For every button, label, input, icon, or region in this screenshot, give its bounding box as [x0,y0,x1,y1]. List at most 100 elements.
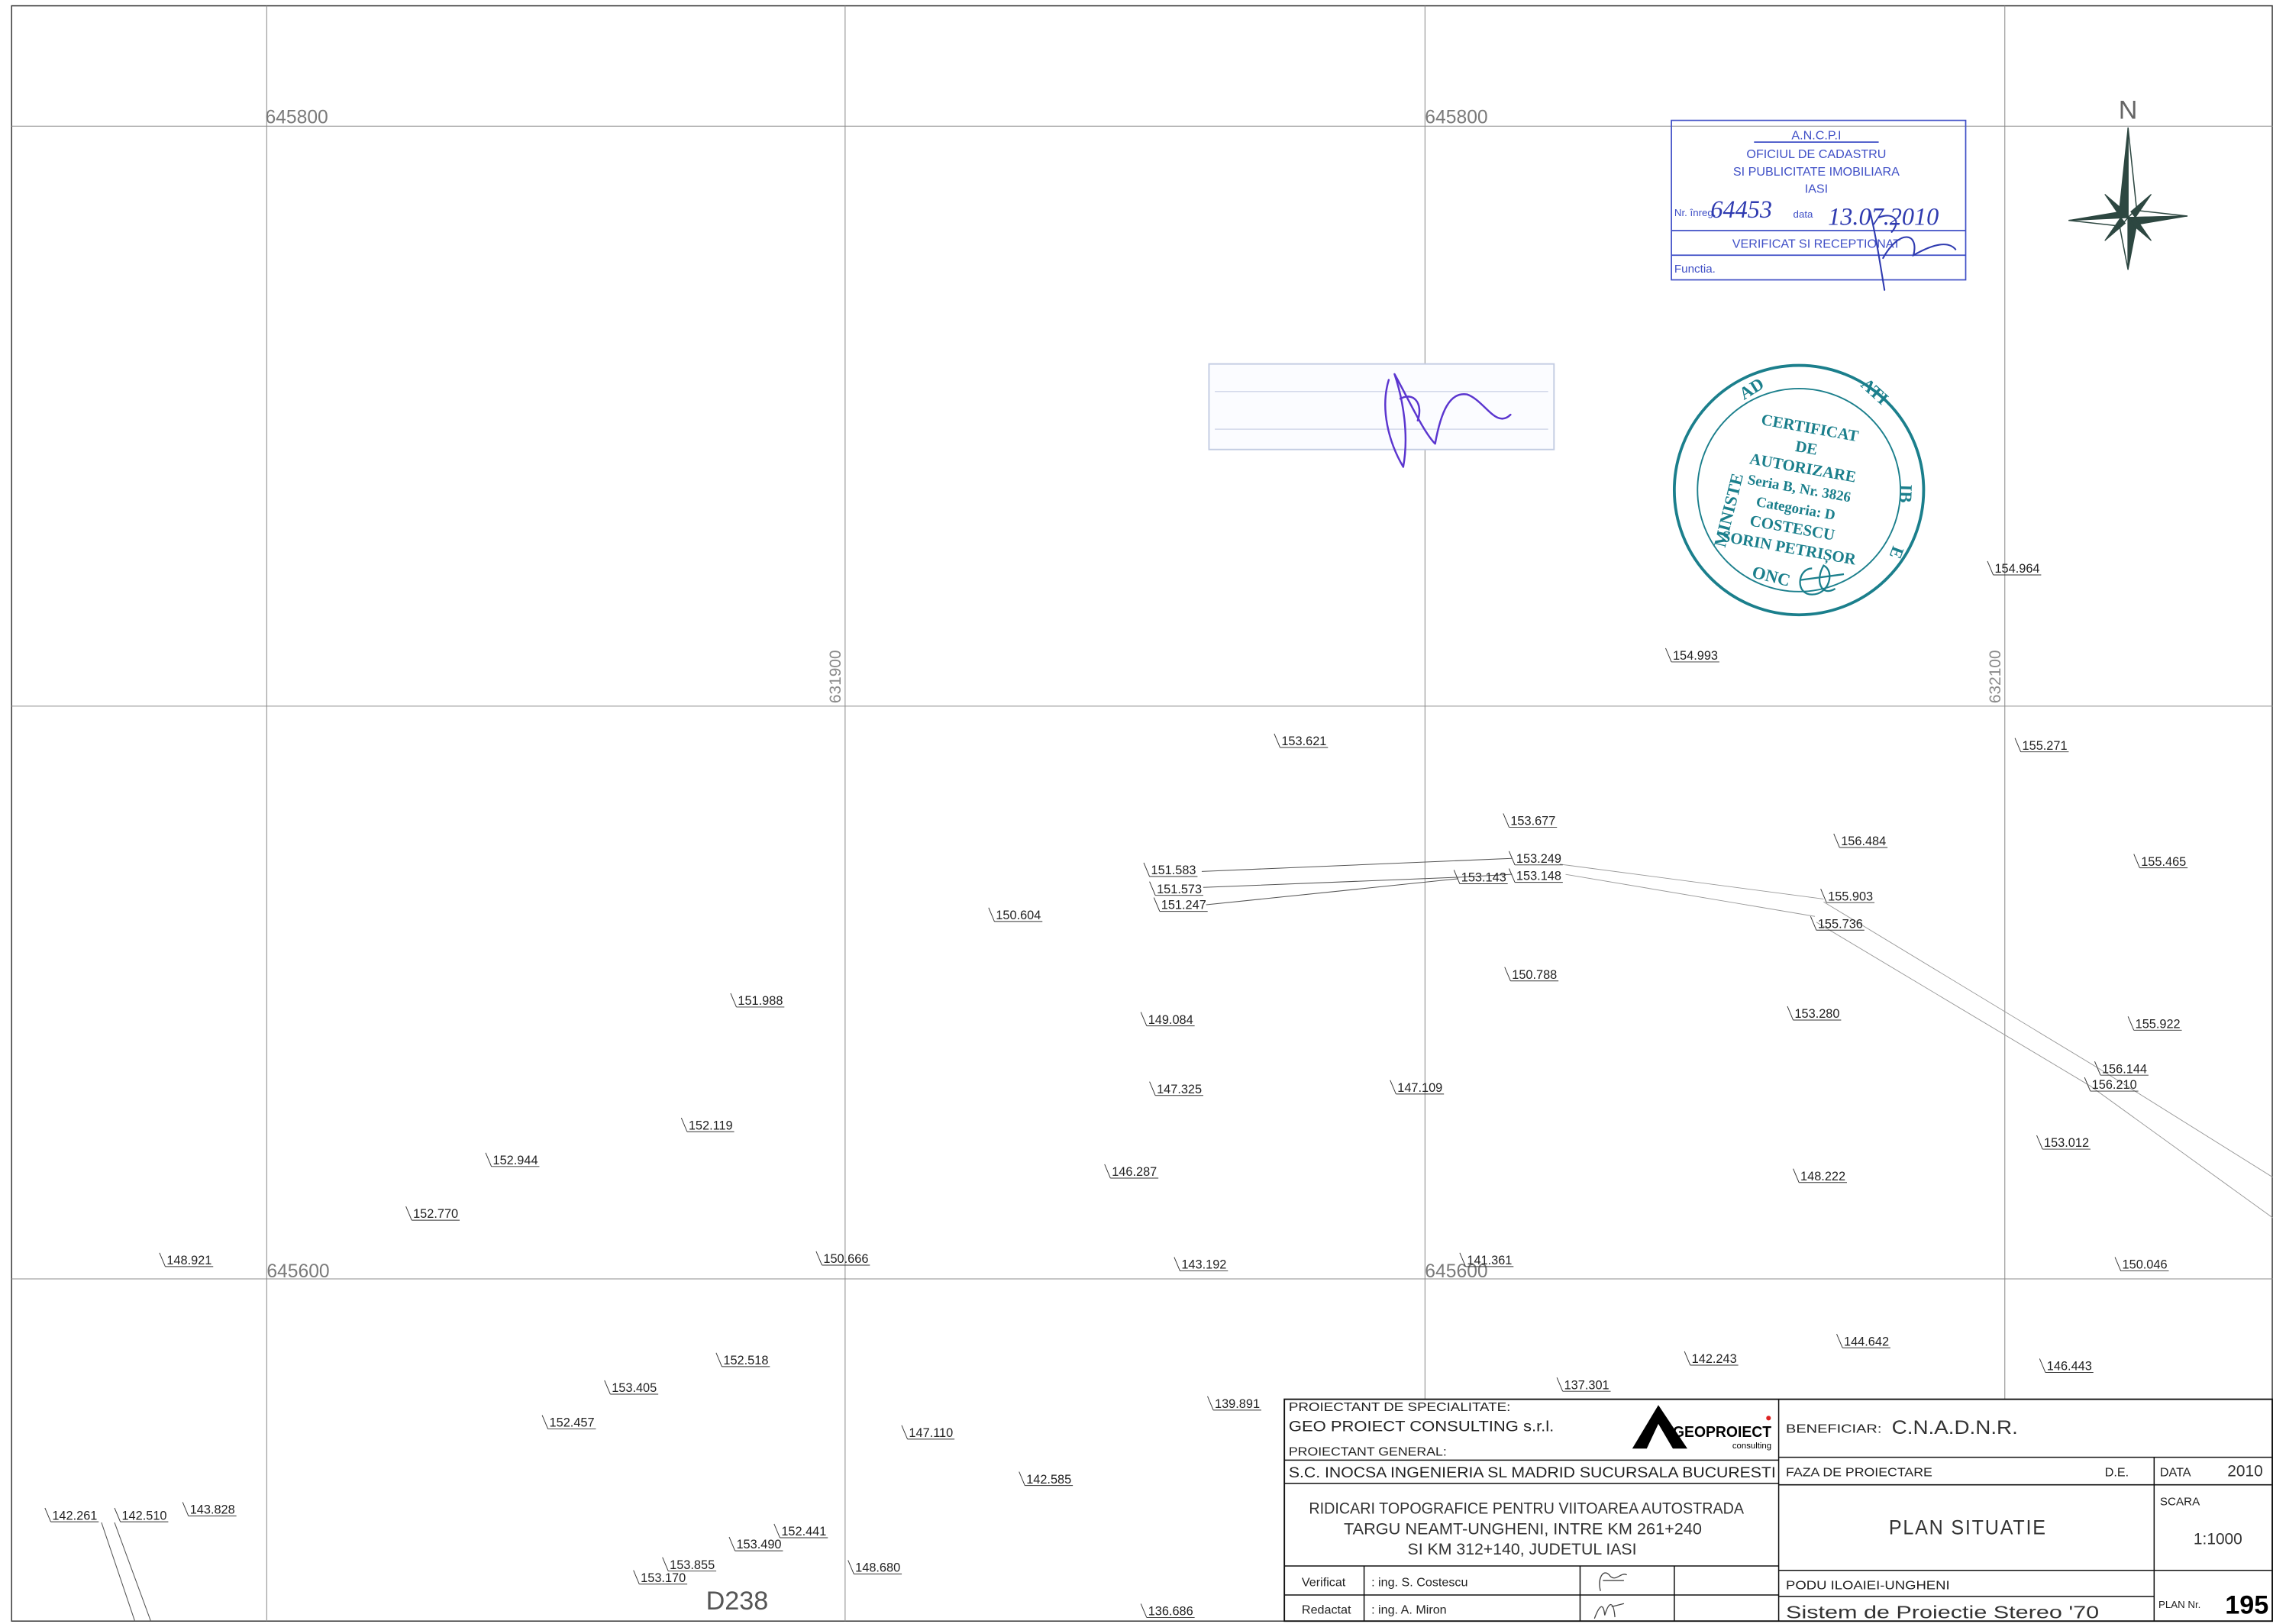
spot-height: 152.441 [773,1523,828,1538]
spot-height-label: 153.148 [1516,870,1561,883]
spot-height-tick [1153,897,1161,912]
spot-height-label: 153.012 [2044,1136,2089,1150]
spot-height-tick [1019,1471,1025,1486]
seal-ring-text: E [1886,544,1908,561]
stamp-nr-label: Nr. înreg. [1674,207,1716,218]
spot-height-tick [662,1557,669,1571]
road-lines [101,857,2273,1622]
spot-height: 139.891 [1207,1396,1261,1411]
spot-height: 155.903 [1820,888,1875,903]
spot-height-tick [1509,868,1516,883]
stamp-city: IASI [1805,182,1828,196]
spot-height: 142.585 [1019,1471,1074,1487]
seal-line: DE [1794,437,1819,459]
faint-stamp-border [1208,363,1555,450]
spot-height: 147.325 [1149,1081,1204,1096]
grid-label-northing: 645800 [1425,107,1487,128]
road-edge-line [1823,901,2273,1178]
spot-height: 150.666 [815,1251,870,1266]
scale-label: SCARA [2160,1495,2200,1508]
spot-height-tick [1833,833,1840,848]
checked-label: Verificat [1302,1576,1346,1590]
road-edge-line [101,1522,136,1622]
spot-height-label: 155.903 [1828,889,1873,903]
spot-height: 153.490 [728,1536,783,1551]
spot-height-label: 154.964 [1994,562,2039,576]
north-label: N [2119,96,2138,125]
spot-height: 153.249 [1509,851,1563,866]
spot-height-tick [1149,881,1156,896]
spot-height: 142.510 [114,1507,169,1522]
spot-height-label: 153.170 [641,1571,686,1585]
spot-height-label: 147.110 [909,1426,953,1440]
spot-height-tick [680,1118,688,1132]
spot-height-tick [848,1560,854,1574]
plan-number-label: PLAN Nr. [2158,1599,2200,1610]
spot-height-label: 143.828 [190,1503,235,1517]
spot-height: 154.964 [1987,560,2042,576]
project-title-line: TARGU NEAMT-UNGHENI, INTRE KM 261+240 [1344,1520,1702,1538]
north-arrow-point [2119,128,2129,219]
spot-height-tick [159,1252,166,1267]
spot-height-tick [1787,1006,1794,1021]
north-arrow-point [2126,215,2188,225]
grid-label-northing: 645600 [266,1261,329,1282]
title-block: PROIECTANT DE SPECIALITATE: GEO PROIECT … [1283,1398,2273,1622]
logo-name: GEOPROIECT [1673,1424,1771,1441]
spot-height-tick [1453,870,1461,884]
spot-height-label: 153.490 [736,1538,781,1551]
logo-dot [1766,1416,1771,1421]
spot-height: 148.921 [159,1252,214,1267]
spot-height-label: 139.891 [1215,1397,1260,1411]
phase: D.E. [2105,1465,2129,1479]
spot-height-tick [728,1536,736,1551]
spot-height: 153.855 [662,1557,717,1572]
spot-height-label: 141.361 [1467,1254,1512,1267]
spot-height-tick [815,1251,822,1266]
spot-height: 142.243 [1684,1351,1739,1366]
logo-subtitle: consulting [1732,1442,1771,1451]
spot-height-label: 137.301 [1564,1378,1610,1392]
spot-height: 151.988 [730,993,785,1008]
spot-height: 153.148 [1509,868,1563,883]
drawn-by: : ing. A. Miron [1371,1603,1447,1617]
plan-number: 195 [2225,1591,2268,1620]
spot-height: 151.573 [1149,881,1204,896]
spot-height-tick [1143,862,1151,877]
spot-height-label: 150.666 [823,1252,868,1266]
road-label: D238 [706,1587,769,1616]
stamp-office: OFICIUL DE CADASTRU [1746,147,1886,161]
spot-height-label: 153.143 [1461,871,1506,885]
beneficiary: C.N.A.D.N.R. [1892,1418,2018,1438]
signature [1593,1603,1625,1619]
north-arrow-diagonal [2130,216,2152,241]
spot-heights: 154.964 154.993 153.621 155.271 153.677 156.4… [44,560,2188,1619]
spot-height-label: 147.109 [1397,1081,1442,1095]
stamp-function-label: Functia. [1674,263,1716,276]
spot-height-tick [604,1380,611,1395]
section-name: PODU ILOAIEI-UNGHENI [1786,1578,1950,1592]
seal-ring-text: IB [1896,484,1916,503]
spot-height-label: 148.921 [166,1254,211,1267]
spot-height-tick [1987,560,1994,576]
seal-inner-ring [1697,388,1902,592]
spot-height-tick [1207,1396,1214,1411]
spot-height-label: 146.443 [2047,1360,2092,1374]
spot-height-label: 150.788 [1512,968,1557,982]
spot-height: 150.046 [2114,1257,2169,1272]
stamp-border [1671,119,1967,281]
spot-height-tick [2094,1061,2101,1076]
spot-height: 155.271 [2014,738,2069,753]
spot-height-label: 154.993 [1673,649,1718,663]
spot-height-tick [1149,1081,1156,1096]
drawn-label: Redactat [1302,1603,1351,1617]
spot-height-tick [1104,1164,1111,1179]
road-edge-line [1201,857,1513,872]
date: 2010 [2227,1462,2262,1480]
spot-height-tick [730,993,737,1008]
spot-height-label: 153.855 [670,1558,715,1572]
spot-height: 143.192 [1174,1257,1229,1272]
spot-height: 151.583 [1143,862,1198,877]
spot-height-label: 155.465 [2141,855,2186,869]
